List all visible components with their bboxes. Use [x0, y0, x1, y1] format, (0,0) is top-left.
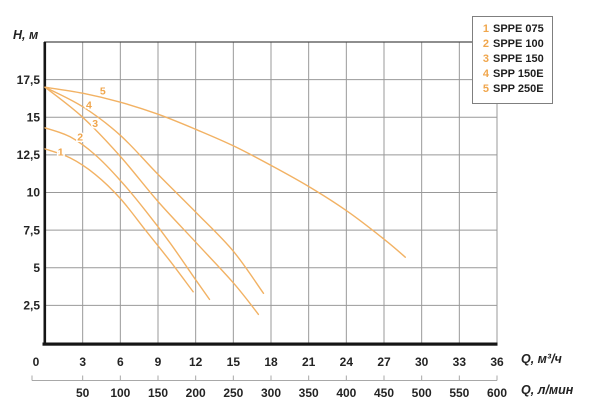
y-tick-label-15: 15 — [27, 110, 41, 124]
legend: 1 SPPE 075 2 SPPE 100 3 SPPE 150 4 SPP 1… — [472, 16, 553, 104]
curve-sppe-075 — [44, 148, 194, 293]
x-axis-primary-unit-label: Q, м³/ч — [521, 352, 562, 366]
legend-item-1: 1 SPPE 075 — [481, 23, 552, 38]
lmin-tick-label-400: 400 — [336, 386, 356, 400]
legend-item-label: SPPE 150 — [493, 53, 544, 65]
legend-item-label: SPP 250E — [493, 83, 544, 95]
curve-label-1: 1 — [58, 146, 64, 158]
curve-label-5: 5 — [100, 85, 106, 97]
x-tick-label-6: 6 — [117, 355, 124, 369]
lmin-tick-label-500: 500 — [412, 386, 432, 400]
lmin-tick-label-50: 50 — [76, 386, 90, 400]
x-tick-label-0: 0 — [33, 355, 40, 369]
y-tick-label-10: 10 — [27, 186, 41, 200]
curve-sppe-100 — [44, 127, 211, 301]
legend-item-label: SPP 150E — [493, 68, 544, 80]
legend-item-number: 2 — [482, 38, 489, 50]
curve-spp-150e — [44, 86, 265, 294]
curve-sppe-150 — [44, 86, 260, 316]
legend-item-number: 3 — [482, 53, 489, 65]
x-tick-label-15: 15 — [227, 355, 241, 369]
x-axis-line — [42, 342, 498, 346]
legend-item-number: 4 — [482, 68, 489, 80]
x-tick-label-18: 18 — [264, 355, 278, 369]
lmin-tick-label-550: 550 — [449, 386, 469, 400]
legend-item-3: 3 SPPE 150 — [481, 53, 552, 68]
lmin-tick-label-600: 600 — [487, 386, 507, 400]
x-tick-label-24: 24 — [340, 355, 354, 369]
y-axis-unit-label: H, м — [13, 28, 39, 42]
x-tick-label-36: 36 — [490, 355, 504, 369]
curve-label-2: 2 — [77, 131, 83, 143]
x-tick-label-30: 30 — [415, 355, 429, 369]
x-tick-label-27: 27 — [377, 355, 391, 369]
lmin-tick-label-150: 150 — [148, 386, 168, 400]
x-tick-label-33: 33 — [453, 355, 467, 369]
legend-item-label: SPPE 100 — [493, 38, 544, 50]
legend-item-5: 5 SPP 250E — [481, 83, 552, 98]
lmin-tick-label-450: 450 — [374, 386, 394, 400]
x-tick-label-21: 21 — [302, 355, 316, 369]
legend-item-label: SPPE 075 — [493, 23, 544, 35]
x-tick-label-9: 9 — [155, 355, 162, 369]
lmin-tick-label-300: 300 — [261, 386, 281, 400]
legend-item-number: 5 — [482, 83, 489, 95]
curve-spp-250e — [44, 86, 406, 258]
y-tick-label-12,5: 12,5 — [17, 148, 41, 162]
lmin-tick-label-100: 100 — [110, 386, 130, 400]
lmin-tick-label-200: 200 — [186, 386, 206, 400]
y-tick-label-2,5: 2,5 — [23, 299, 40, 313]
legend-item-number: 1 — [482, 23, 489, 35]
lmin-tick-label-350: 350 — [299, 386, 319, 400]
x-axis-secondary-unit-label: Q, л/мин — [521, 383, 574, 397]
y-tick-label-5: 5 — [33, 261, 40, 275]
curve-label-4: 4 — [86, 100, 92, 112]
y-tick-label-7,5: 7,5 — [23, 223, 40, 237]
legend-item-4: 4 SPP 150E — [481, 68, 552, 83]
legend-item-2: 2 SPPE 100 — [481, 38, 552, 53]
lmin-tick-label-250: 250 — [223, 386, 243, 400]
y-tick-label-17,5: 17,5 — [17, 73, 41, 87]
x-tick-label-3: 3 — [79, 355, 86, 369]
curve-label-3: 3 — [92, 118, 98, 130]
y-axis-line — [43, 42, 47, 345]
x-tick-label-12: 12 — [189, 355, 203, 369]
